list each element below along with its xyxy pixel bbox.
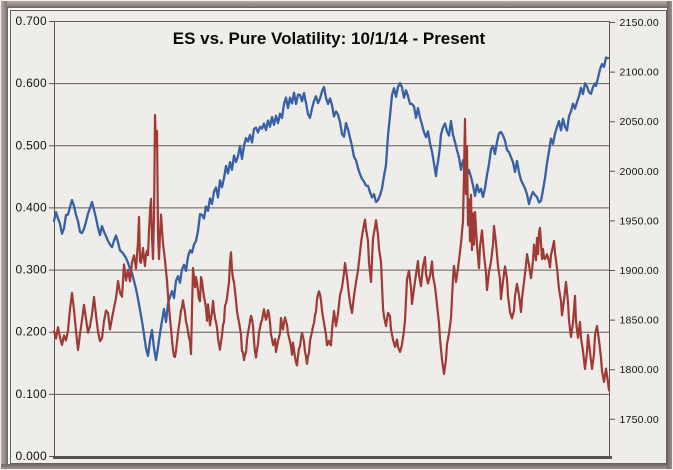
svg-text:2150.00: 2150.00 — [620, 17, 659, 29]
svg-text:ES vs. Pure Volatility: 10/1/: ES vs. Pure Volatility: 10/1/14 - Presen… — [173, 29, 486, 48]
svg-text:0.500: 0.500 — [15, 138, 47, 152]
svg-text:0.200: 0.200 — [15, 325, 47, 339]
svg-text:1950.00: 1950.00 — [620, 215, 659, 227]
svg-text:0.400: 0.400 — [15, 200, 47, 214]
svg-text:0.000: 0.000 — [15, 449, 47, 463]
svg-text:0.600: 0.600 — [15, 76, 47, 90]
svg-text:2050.00: 2050.00 — [620, 116, 659, 128]
svg-text:1750.00: 1750.00 — [620, 414, 659, 426]
svg-text:0.300: 0.300 — [15, 263, 47, 277]
svg-text:2000.00: 2000.00 — [620, 166, 659, 178]
svg-text:1800.00: 1800.00 — [620, 364, 659, 376]
svg-text:2100.00: 2100.00 — [620, 67, 659, 79]
svg-text:0.100: 0.100 — [15, 387, 47, 401]
svg-text:1900.00: 1900.00 — [620, 265, 659, 277]
svg-text:0.700: 0.700 — [15, 14, 47, 28]
svg-text:1850.00: 1850.00 — [620, 315, 659, 327]
